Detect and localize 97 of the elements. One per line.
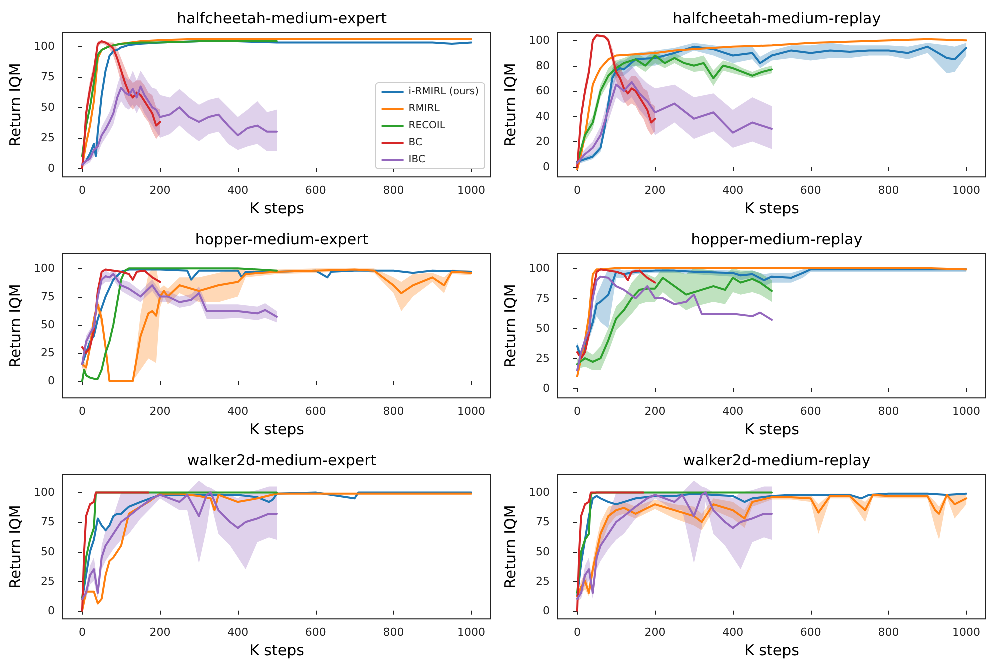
x-tick-label: 400 [228,405,249,418]
x-tick-label: 200 [644,405,666,418]
line-series [81,40,278,158]
x-tick-label: 200 [150,626,171,640]
x-tick-label: 600 [800,626,822,640]
x-tick-label: 200 [644,626,666,640]
x-tick-label: 1000 [458,184,486,198]
x-tick-label: 800 [383,626,404,640]
y-tick-label: 100 [34,40,55,53]
x-tick-label: 800 [878,405,900,418]
y-tick-label: 0 [543,382,550,395]
y-tick-label: 25 [41,574,55,588]
chart-title: hopper-medium-expert [195,230,369,248]
line-series [81,492,150,612]
y-axis-title: Return IQM [6,284,25,368]
x-tick-label: 400 [228,626,249,640]
y-tick-label: 0 [48,374,55,388]
y-tick-label: 40 [536,110,550,123]
line-series [81,86,278,166]
y-axis-title: Return IQM [6,505,25,589]
x-axis-title: K steps [744,200,800,218]
x-tick-label: 0 [574,626,581,640]
y-tick-label: 100 [34,486,55,500]
x-tick-label: 600 [305,626,326,640]
chart-title: hopper-medium-replay [691,230,863,248]
legend-label: RECOIL [408,120,446,132]
line-series [576,268,656,360]
y-tick-label: 25 [536,574,550,588]
y-axis-title: Return IQM [502,505,520,589]
y-tick-label: 100 [529,34,550,48]
x-axis-title: K steps [250,200,305,218]
x-tick-label: 400 [722,184,744,198]
y-tick-label: 75 [41,516,55,529]
y-tick-label: 0 [543,160,550,174]
y-tick-label: 20 [536,135,550,148]
x-tick-label: 800 [878,184,900,198]
line-series [81,268,162,354]
x-tick-label: 600 [800,405,822,418]
y-tick-label: 0 [48,604,55,618]
y-tick-label: 100 [529,486,550,500]
chart-title: walker2d-medium-replay [683,452,871,470]
x-tick-label: 1000 [952,184,981,198]
x-tick-label: 800 [383,184,404,198]
y-tick-label: 75 [536,516,550,529]
chart-title: walker2d-medium-expert [187,452,377,470]
legend-label: BC [408,138,422,148]
x-tick-label: 0 [574,405,581,418]
y-axis-title: Return IQM [502,63,520,147]
x-tick-label: 400 [722,405,744,418]
x-tick-label: 400 [722,626,744,640]
y-tick-label: 0 [48,162,55,176]
y-tick-label: 75 [41,70,55,84]
y-tick-label: 100 [529,262,550,275]
y-tick-label: 60 [536,84,550,98]
legend-label: IBC [408,154,426,166]
x-tick-label: 200 [150,405,171,418]
y-tick-label: 100 [34,262,55,276]
x-tick-label: 0 [78,405,86,418]
x-tick-label: 0 [78,184,86,198]
line-series [576,81,773,164]
x-tick-label: 600 [800,184,822,198]
chart-title: halfcheetah-medium-expert [176,10,388,28]
x-tick-label: 400 [228,184,249,198]
y-tick-label: 80 [536,59,550,72]
y-tick-label: 25 [41,132,55,145]
y-tick-label: 50 [41,100,55,114]
legend-label: i-RMIRL (ours) [408,86,480,98]
x-tick-label: 800 [878,626,900,640]
line-series [576,492,645,612]
x-axis-title: K steps [250,642,305,660]
x-tick-label: 1000 [952,626,981,640]
x-tick-label: 1000 [458,626,486,640]
y-tick-label: 75 [536,292,550,305]
y-tick-label: 50 [536,322,550,335]
y-tick-label: 50 [41,318,55,332]
y-tick-label: 50 [41,545,55,558]
x-tick-label: 200 [644,184,666,198]
y-tick-label: 25 [41,346,55,360]
x-tick-label: 1000 [952,405,981,418]
legend-label: RMIRL [408,104,440,114]
y-tick-label: 75 [41,290,55,304]
chart-title: halfcheetah-medium-replay [672,10,882,28]
y-axis-title: Return IQM [502,284,520,368]
x-tick-label: 0 [574,184,581,198]
x-tick-label: 1000 [458,405,486,418]
x-tick-label: 600 [305,405,326,418]
y-tick-label: 25 [536,352,550,365]
x-axis-title: K steps [250,420,305,438]
y-tick-label: 0 [543,604,550,618]
x-tick-label: 0 [78,626,86,640]
y-axis-title: Return IQM [6,63,25,147]
y-tick-label: 50 [536,545,550,558]
x-tick-label: 800 [383,405,404,418]
x-axis-title: K steps [744,642,800,660]
x-axis-title: K steps [744,420,800,438]
x-tick-label: 600 [305,184,326,198]
x-tick-label: 200 [150,184,171,198]
